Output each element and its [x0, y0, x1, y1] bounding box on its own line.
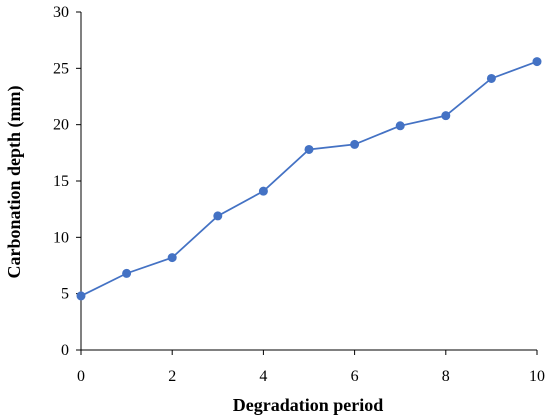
data-point	[213, 211, 223, 221]
data-point	[304, 144, 314, 154]
data-point	[395, 121, 405, 131]
x-tick-label: 0	[77, 368, 85, 385]
data-point	[122, 268, 132, 278]
data-point	[76, 291, 86, 301]
x-tick-label: 10	[529, 368, 545, 385]
x-tick-label: 8	[442, 368, 450, 385]
y-tick-label: 15	[53, 173, 69, 190]
y-tick-label: 25	[53, 60, 69, 77]
data-point	[441, 111, 451, 121]
y-tick-label: 5	[61, 286, 69, 303]
x-tick-label: 2	[168, 368, 176, 385]
series-layer	[76, 57, 542, 301]
x-axis-title: Degradation period	[233, 395, 384, 415]
x-tick-label: 6	[351, 368, 359, 385]
x-tick-label: 4	[259, 368, 267, 385]
y-tick-label: 20	[53, 117, 69, 134]
data-point	[350, 139, 360, 149]
y-tick-label: 30	[53, 4, 69, 21]
y-tick-label: 0	[61, 342, 69, 359]
axes: 0 5 10 15 20 25 30 0 2 4 6 8 10	[53, 4, 545, 385]
series-line	[80, 60, 538, 297]
y-tick-label: 10	[53, 229, 69, 246]
data-point	[532, 57, 542, 67]
y-axis-title: Carbonation depth (mm)	[4, 85, 25, 278]
data-point	[167, 253, 177, 263]
data-point	[258, 186, 268, 196]
data-point	[486, 73, 496, 83]
